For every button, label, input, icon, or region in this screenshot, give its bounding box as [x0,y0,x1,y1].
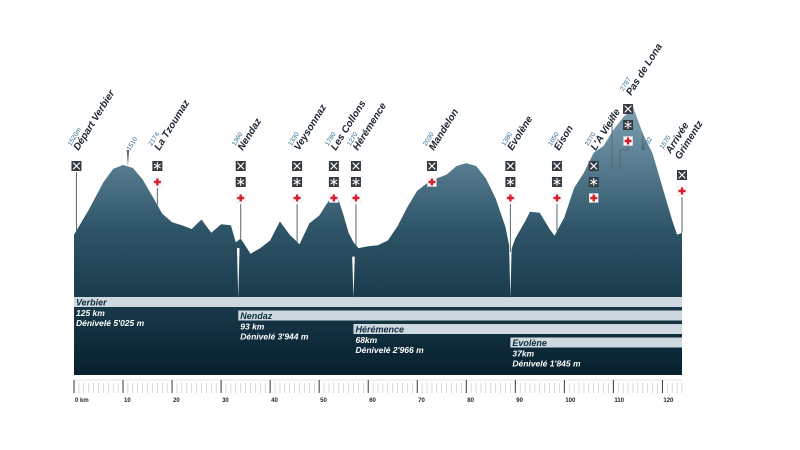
cutlery-icon [293,162,301,170]
race-bar [510,337,682,348]
waypoint-altitude: 1510 [126,136,140,152]
medic-cross-icon [590,194,598,202]
tick-label: 90 [516,398,523,404]
cutlery-icon [428,162,436,170]
cutlery-icon [352,162,360,170]
race-name: Hérémence [355,324,404,334]
waypoint-name: Veysonnaz [292,103,329,153]
race-distance: 125 km [76,308,105,318]
cutlery-icon [72,162,81,170]
tick-label: 30 [222,398,229,404]
race-distance: 68km [355,335,377,345]
drink-icon [237,177,245,187]
tick-label: 70 [418,398,425,404]
cutlery-icon [590,162,598,170]
tick-label: 60 [369,398,376,404]
medic-cross-icon [506,194,514,202]
cutlery-icon [506,162,514,170]
elevation-profile-area [74,106,682,376]
tick-label: 40 [271,398,278,404]
medic-cross-icon [678,187,686,195]
medic-cross-icon [624,137,632,145]
distance-axis: 0 km 10 20 30 40 50 60 70 80 90 100 110 120 [73,379,683,404]
race-bar [238,310,683,321]
drink-icon [352,177,360,187]
medic-cross-icon [428,178,436,186]
medic-cross-icon [293,194,301,202]
race-name: Nendaz [240,311,273,321]
race-bar [353,324,682,334]
valley-spike [236,248,240,298]
spike-marker [126,150,130,167]
race-elevation: Dénivelé 1'845 m [512,359,581,369]
race-name: Verbier [76,297,107,307]
race-name: Evolène [512,338,547,348]
drink-icon [506,177,514,187]
cutlery-icon [678,171,686,179]
drink-icon [153,161,161,171]
drink-icon [330,177,338,187]
cutlery-icon [624,105,632,113]
drink-icon [590,177,598,187]
cutlery-icon [237,162,245,170]
medic-cross-icon [553,194,561,202]
medic-cross-icon [153,178,161,186]
waypoint-label: 1510 [126,136,140,152]
profile-layer [74,106,682,376]
drink-icon [553,177,561,187]
race-distance: 37km [512,349,534,359]
tick-label: 50 [320,398,327,404]
race-elevation: Dénivelé 3'944 m [240,332,309,342]
medic-cross-icon [352,194,360,202]
waypoint-name: Mandelon [427,107,461,152]
race-elevation: Dénivelé 5'025 m [76,318,145,328]
medic-cross-icon [237,194,245,202]
race-bar [74,297,682,307]
valley-spike [509,246,512,298]
tick-label: 100 [565,398,576,404]
cutlery-icon [553,162,561,170]
waypoint-name: Pas de Lona [624,41,665,97]
cutlery-icon [330,162,338,170]
leader-line [611,112,629,169]
race-distance: 93 km [240,322,265,332]
valley-spike [352,256,355,298]
tick-label: 80 [467,398,474,404]
tick-label: 120 [663,398,674,404]
waypoint-name: Départ Verbier [72,88,118,153]
tick-label: 10 [124,398,131,404]
drink-icon [293,177,301,187]
spike-marker [641,131,644,150]
drink-icon [624,120,632,130]
tick-label: 20 [173,398,180,404]
tick-label: 110 [614,398,624,404]
waypoint-name: La Tzoumaz [153,98,193,152]
tick-label: 0 km [75,398,89,404]
medic-cross-icon [330,194,338,202]
race-elevation: Dénivelé 2'966 m [355,345,424,355]
